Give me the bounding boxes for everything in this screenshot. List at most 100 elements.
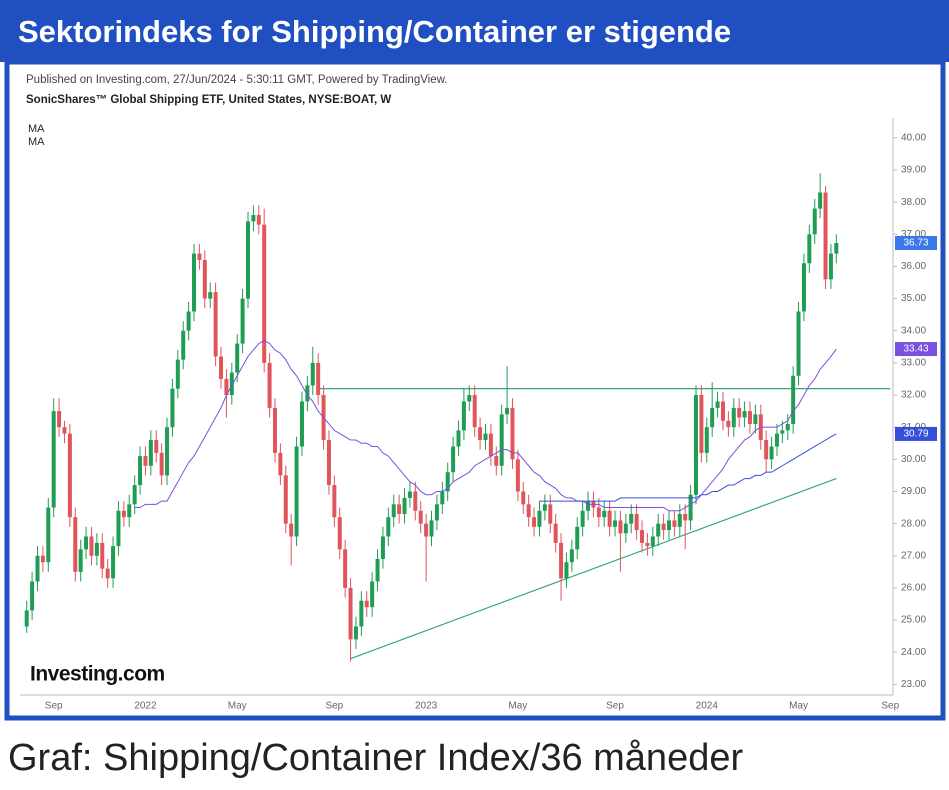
candle-body — [483, 433, 488, 441]
candle-body — [111, 546, 116, 579]
candle-body — [370, 581, 375, 608]
moving-average — [134, 339, 837, 512]
candle-body — [710, 407, 715, 428]
candle-body — [753, 414, 758, 424]
candle-body — [240, 298, 245, 344]
candle-body — [67, 433, 72, 518]
candle-body — [413, 491, 418, 511]
candle-body — [51, 411, 56, 508]
candle-body — [305, 385, 310, 402]
candle-body — [94, 542, 99, 556]
candle-body — [143, 456, 148, 466]
candle-body — [73, 517, 78, 572]
published-note: Published on Investing.com, 27/Jun/2024 … — [26, 74, 448, 86]
candle-body — [785, 423, 790, 431]
y-tick-label: 39.00 — [901, 165, 926, 176]
trend-line — [350, 478, 837, 660]
candle-body — [192, 253, 197, 312]
candle-body — [121, 510, 126, 518]
logo: Investing.com — [30, 663, 165, 686]
x-tick-label: Sep — [606, 701, 624, 712]
x-tick-label: May — [228, 701, 247, 712]
candle-body — [326, 440, 331, 486]
candle-body — [148, 440, 153, 466]
candle-body — [386, 517, 391, 537]
header-bar — [0, 0, 949, 62]
candle-body — [175, 359, 180, 389]
header-title: Sektorindeks for Shipping/Container er s… — [18, 14, 731, 49]
candle-body — [532, 517, 537, 527]
candle-body — [575, 526, 580, 550]
candle-body — [251, 215, 256, 222]
x-tick-label: 2024 — [696, 701, 719, 712]
candle-body — [726, 420, 731, 428]
candle-body — [181, 330, 186, 360]
y-tick-label: 23.00 — [901, 679, 926, 690]
candle-body — [656, 523, 661, 537]
candle-body — [283, 475, 288, 524]
x-tick-label: May — [789, 701, 808, 712]
candle-body — [688, 494, 693, 521]
candle-body — [116, 510, 121, 547]
candle-body — [467, 395, 472, 402]
price-tag-label: 36.73 — [903, 238, 928, 249]
candle-body — [62, 427, 67, 434]
candle-body — [310, 362, 315, 386]
candle-body — [380, 536, 385, 559]
candle-body — [299, 401, 304, 447]
candle-body — [769, 446, 774, 460]
x-tick-label: Sep — [881, 701, 899, 712]
candle-body — [791, 375, 796, 424]
y-tick-label: 26.00 — [901, 583, 926, 594]
chart-title: SonicShares™ Global Shipping ETF, United… — [26, 94, 391, 106]
candle-body — [488, 433, 493, 457]
candle-body — [154, 440, 159, 453]
candle-body — [57, 411, 62, 428]
candle-body — [548, 504, 553, 524]
legend-label: MA — [28, 123, 45, 135]
price-tag — [895, 426, 937, 441]
candle-body — [796, 311, 801, 376]
candle-body — [780, 430, 785, 434]
candle-body — [445, 472, 450, 492]
candle-body — [278, 452, 283, 476]
candle-body — [569, 549, 574, 563]
candle-body — [397, 504, 402, 514]
y-tick-label: 27.00 — [901, 550, 926, 561]
candle-body — [359, 600, 364, 627]
candle-body — [521, 491, 526, 505]
candle-body — [764, 440, 769, 460]
candle-body — [747, 411, 752, 424]
price-tag — [895, 235, 937, 250]
y-tick-label: 36.00 — [901, 261, 926, 272]
legend-label: MA — [28, 136, 45, 148]
y-tick-label: 28.00 — [901, 518, 926, 529]
candle-body — [818, 192, 823, 209]
candle-body — [812, 208, 817, 235]
candle-body — [596, 507, 601, 518]
candle-body — [461, 401, 466, 431]
candle-body — [84, 536, 89, 550]
candle-body — [105, 568, 110, 579]
candle-body — [170, 388, 175, 428]
candle-body — [634, 513, 639, 531]
x-tick-label: Sep — [45, 701, 63, 712]
candle-body — [526, 504, 531, 518]
candle-body — [499, 414, 504, 466]
candle-body — [807, 234, 812, 264]
candle-body — [774, 433, 779, 447]
candle-body — [429, 520, 434, 537]
candle-body — [165, 427, 170, 476]
candle-body — [640, 530, 645, 543]
candle-body — [737, 407, 742, 418]
candle-body — [316, 362, 321, 396]
y-tick-label: 35.00 — [901, 293, 926, 304]
candle-body — [510, 407, 515, 460]
candle-body — [613, 520, 618, 527]
price-tag-label: 30.79 — [903, 429, 928, 440]
candle-body — [40, 555, 45, 563]
candle-body — [704, 427, 709, 453]
candle-body — [375, 558, 380, 582]
candle-body — [607, 510, 612, 527]
